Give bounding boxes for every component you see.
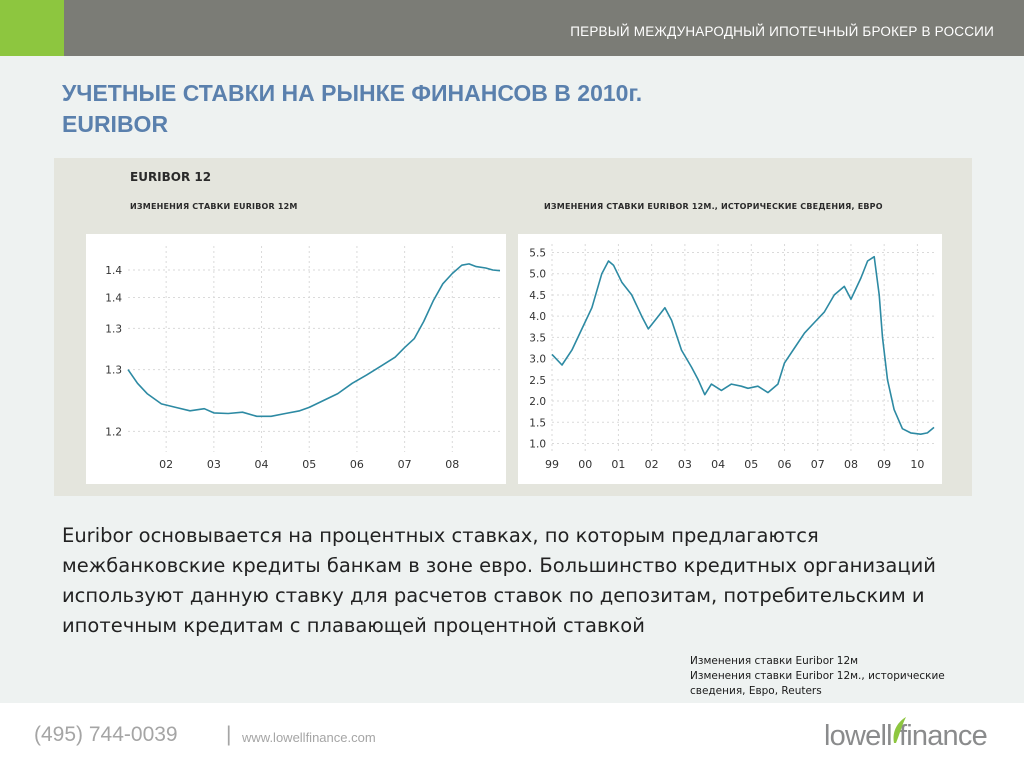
header-tagline: ПЕРВЫЙ МЕЖДУНАРОДНЫЙ ИПОТЕЧНЫЙ БРОКЕР В … xyxy=(570,24,994,39)
chart0-x-tick-0: 02 xyxy=(159,458,173,471)
footer: (495) 744-0039 | www.lowellfinance.com l… xyxy=(0,703,1024,768)
chart1-y-tick-9: 1.0 xyxy=(529,439,546,451)
chart1-y-tick-2: 4.5 xyxy=(529,290,546,302)
slide-title-line2: EURIBOR xyxy=(62,111,169,137)
caption-line2: Изменения ставки Euribor 12м., историчес… xyxy=(690,670,945,697)
chart0-x-tick-6: 08 xyxy=(445,458,459,471)
chart1-x-tick-10: 09 xyxy=(877,458,891,471)
chart0-x-tick-1: 03 xyxy=(207,458,221,471)
chart1-x-tick-3: 02 xyxy=(645,458,659,471)
chart1-y-tick-7: 2.0 xyxy=(529,396,546,408)
leaf-icon xyxy=(893,717,906,743)
footer-phone: (495) 744-0039 xyxy=(34,723,178,746)
chart1-x-tick-8: 07 xyxy=(811,458,825,471)
chart0-series-line xyxy=(127,263,501,418)
chart0-y-tick-4: 1.4 xyxy=(105,265,122,277)
chart1-x-tick-1: 00 xyxy=(578,458,592,471)
chart0-y-tick-0: 1.2 xyxy=(105,426,122,438)
chart1-x-tick-9: 08 xyxy=(844,458,858,471)
chart1-y-tick-5: 3.0 xyxy=(529,354,546,366)
chart-panel-title: EURIBOR 12 xyxy=(130,170,212,184)
chart1-x-tick-2: 01 xyxy=(611,458,625,471)
chart1-y-tick-3: 4.0 xyxy=(529,311,546,323)
chart2-title: ИЗМЕНЕНИЯ СТАВКИ EURIBOR 12М., ИСТОРИЧЕС… xyxy=(544,202,883,211)
chart1-y-tick-8: 1.5 xyxy=(529,417,546,429)
lowell-finance-logo: lowell finance xyxy=(824,717,1004,757)
chart1-series-line xyxy=(551,255,935,435)
top-bar: ПЕРВЫЙ МЕЖДУНАРОДНЫЙ ИПОТЕЧНЫЙ БРОКЕР В … xyxy=(0,0,1024,56)
chart1-x-tick-4: 03 xyxy=(678,458,692,471)
chart1-x-tick-7: 06 xyxy=(778,458,792,471)
chart1-svg: 02 03 04 05 06 07 08 1.2 1.3 1.3 1.4 1.4 xyxy=(105,246,501,471)
chart1-x-tick-11: 10 xyxy=(910,458,924,471)
footer-separator: | xyxy=(226,723,232,746)
chart0-y-tick-2: 1.3 xyxy=(105,323,122,335)
chart0-x-tick-4: 06 xyxy=(350,458,364,471)
chart-caption: Изменения ставки Euribor 12м Изменения с… xyxy=(690,654,950,699)
chart-panel: EURIBOR 12 ИЗМЕНЕНИЯ СТАВКИ EURIBOR 12М … xyxy=(54,158,972,496)
chart1-x-tick-5: 04 xyxy=(711,458,725,471)
body-paragraph: Euribor основывается на процентных ставк… xyxy=(62,524,936,637)
chart1-area: 02 03 04 05 06 07 08 1.2 1.3 1.3 1.4 1.4 xyxy=(86,234,506,484)
chart1-x-tick-6: 05 xyxy=(744,458,758,471)
slide-title: УЧЕТНЫЕ СТАВКИ НА РЫНКЕ ФИНАНСОВ В 2010г… xyxy=(62,78,642,140)
footer-website-link[interactable]: www.lowellfinance.com xyxy=(242,730,376,745)
chart0-x-tick-3: 05 xyxy=(302,458,316,471)
logo-text: lowell finance xyxy=(824,720,988,752)
chart0-x-tick-5: 07 xyxy=(398,458,412,471)
slide-title-line1: УЧЕТНЫЕ СТАВКИ НА РЫНКЕ ФИНАНСОВ В 2010г… xyxy=(62,80,643,106)
chart1-title: ИЗМЕНЕНИЯ СТАВКИ EURIBOR 12М xyxy=(130,202,298,211)
chart0-y-tick-3: 1.4 xyxy=(105,293,122,305)
chart1-y-tick-0: 5.5 xyxy=(529,247,546,259)
chart1-x-tick-0: 99 xyxy=(545,458,559,471)
chart1-y-tick-4: 3.5 xyxy=(529,332,546,344)
brand-accent-block xyxy=(0,0,64,56)
chart1-y-tick-6: 2.5 xyxy=(529,375,546,387)
chart0-x-tick-2: 04 xyxy=(255,458,269,471)
caption-line1: Изменения ставки Euribor 12м xyxy=(690,655,859,667)
chart2-area: 99 00 01 02 03 04 05 06 07 08 09 10 5.5 5.0 4.5 4.0 3.5 3… xyxy=(518,234,942,484)
chart1-y-tick-1: 5.0 xyxy=(529,269,546,281)
chart0-y-tick-1: 1.3 xyxy=(105,365,122,377)
chart2-svg: 99 00 01 02 03 04 05 06 07 08 09 10 5.5 5.0 4.5 4.0 3.5 3… xyxy=(529,244,935,471)
